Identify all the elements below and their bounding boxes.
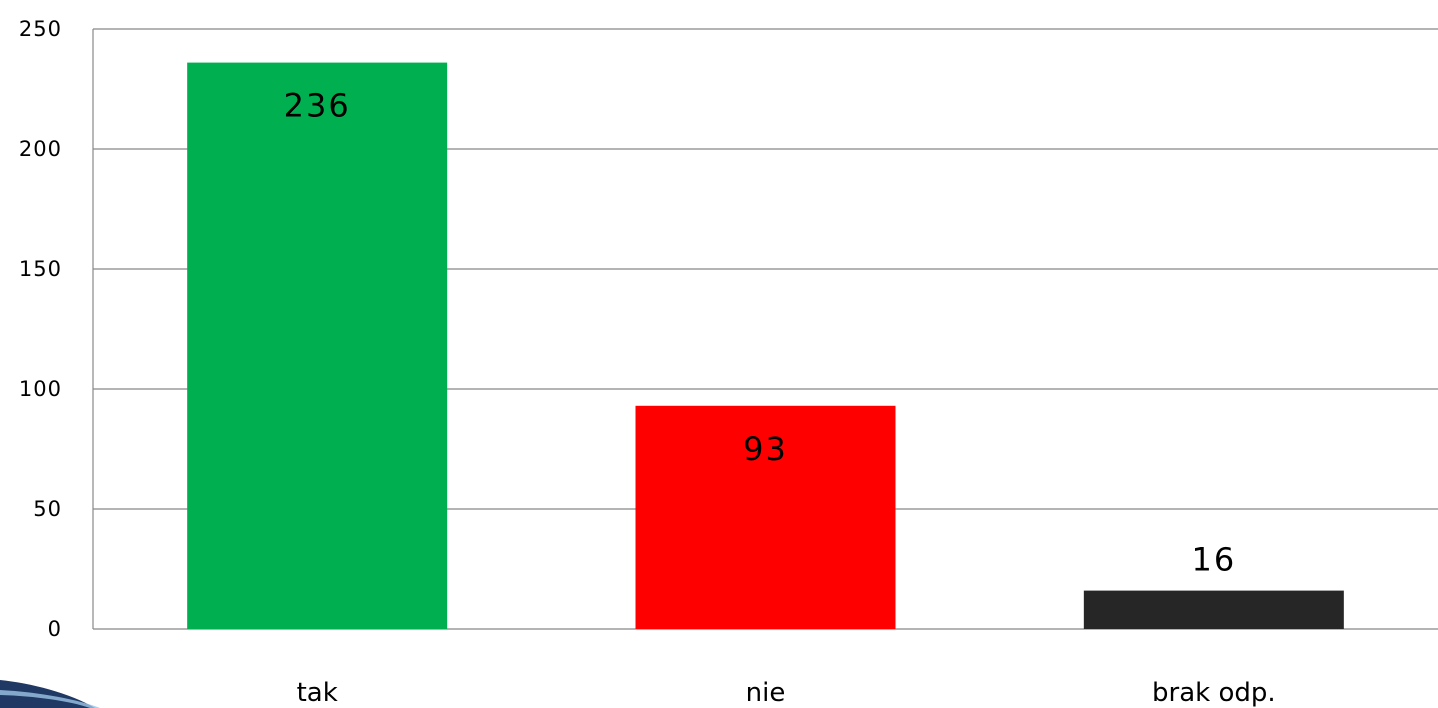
y-tick-label: 0: [48, 617, 62, 641]
y-tick-label: 50: [33, 497, 62, 521]
data-label: 236: [284, 87, 351, 125]
corner-swoosh-highlight: [0, 690, 100, 708]
bar-brak-odp: [1083, 590, 1344, 629]
x-tick-label: nie: [746, 678, 786, 708]
data-labels: 236 93 16: [284, 87, 1236, 579]
x-tick-label: tak: [297, 678, 338, 708]
bar-nie: [635, 405, 896, 629]
y-tick-label: 250: [19, 17, 62, 41]
bar-tak: [187, 62, 448, 630]
bars: [187, 62, 1344, 630]
y-tick-label: 200: [19, 137, 62, 161]
y-tick-label: 150: [19, 257, 62, 281]
data-label: 93: [743, 430, 788, 468]
x-tick-label: brak odp.: [1152, 678, 1276, 708]
data-label: 16: [1191, 541, 1236, 579]
y-axis-ticks: 0 50 100 150 200 250: [19, 17, 62, 641]
y-tick-label: 100: [19, 377, 62, 401]
x-axis-labels: tak nie brak odp.: [297, 678, 1276, 708]
